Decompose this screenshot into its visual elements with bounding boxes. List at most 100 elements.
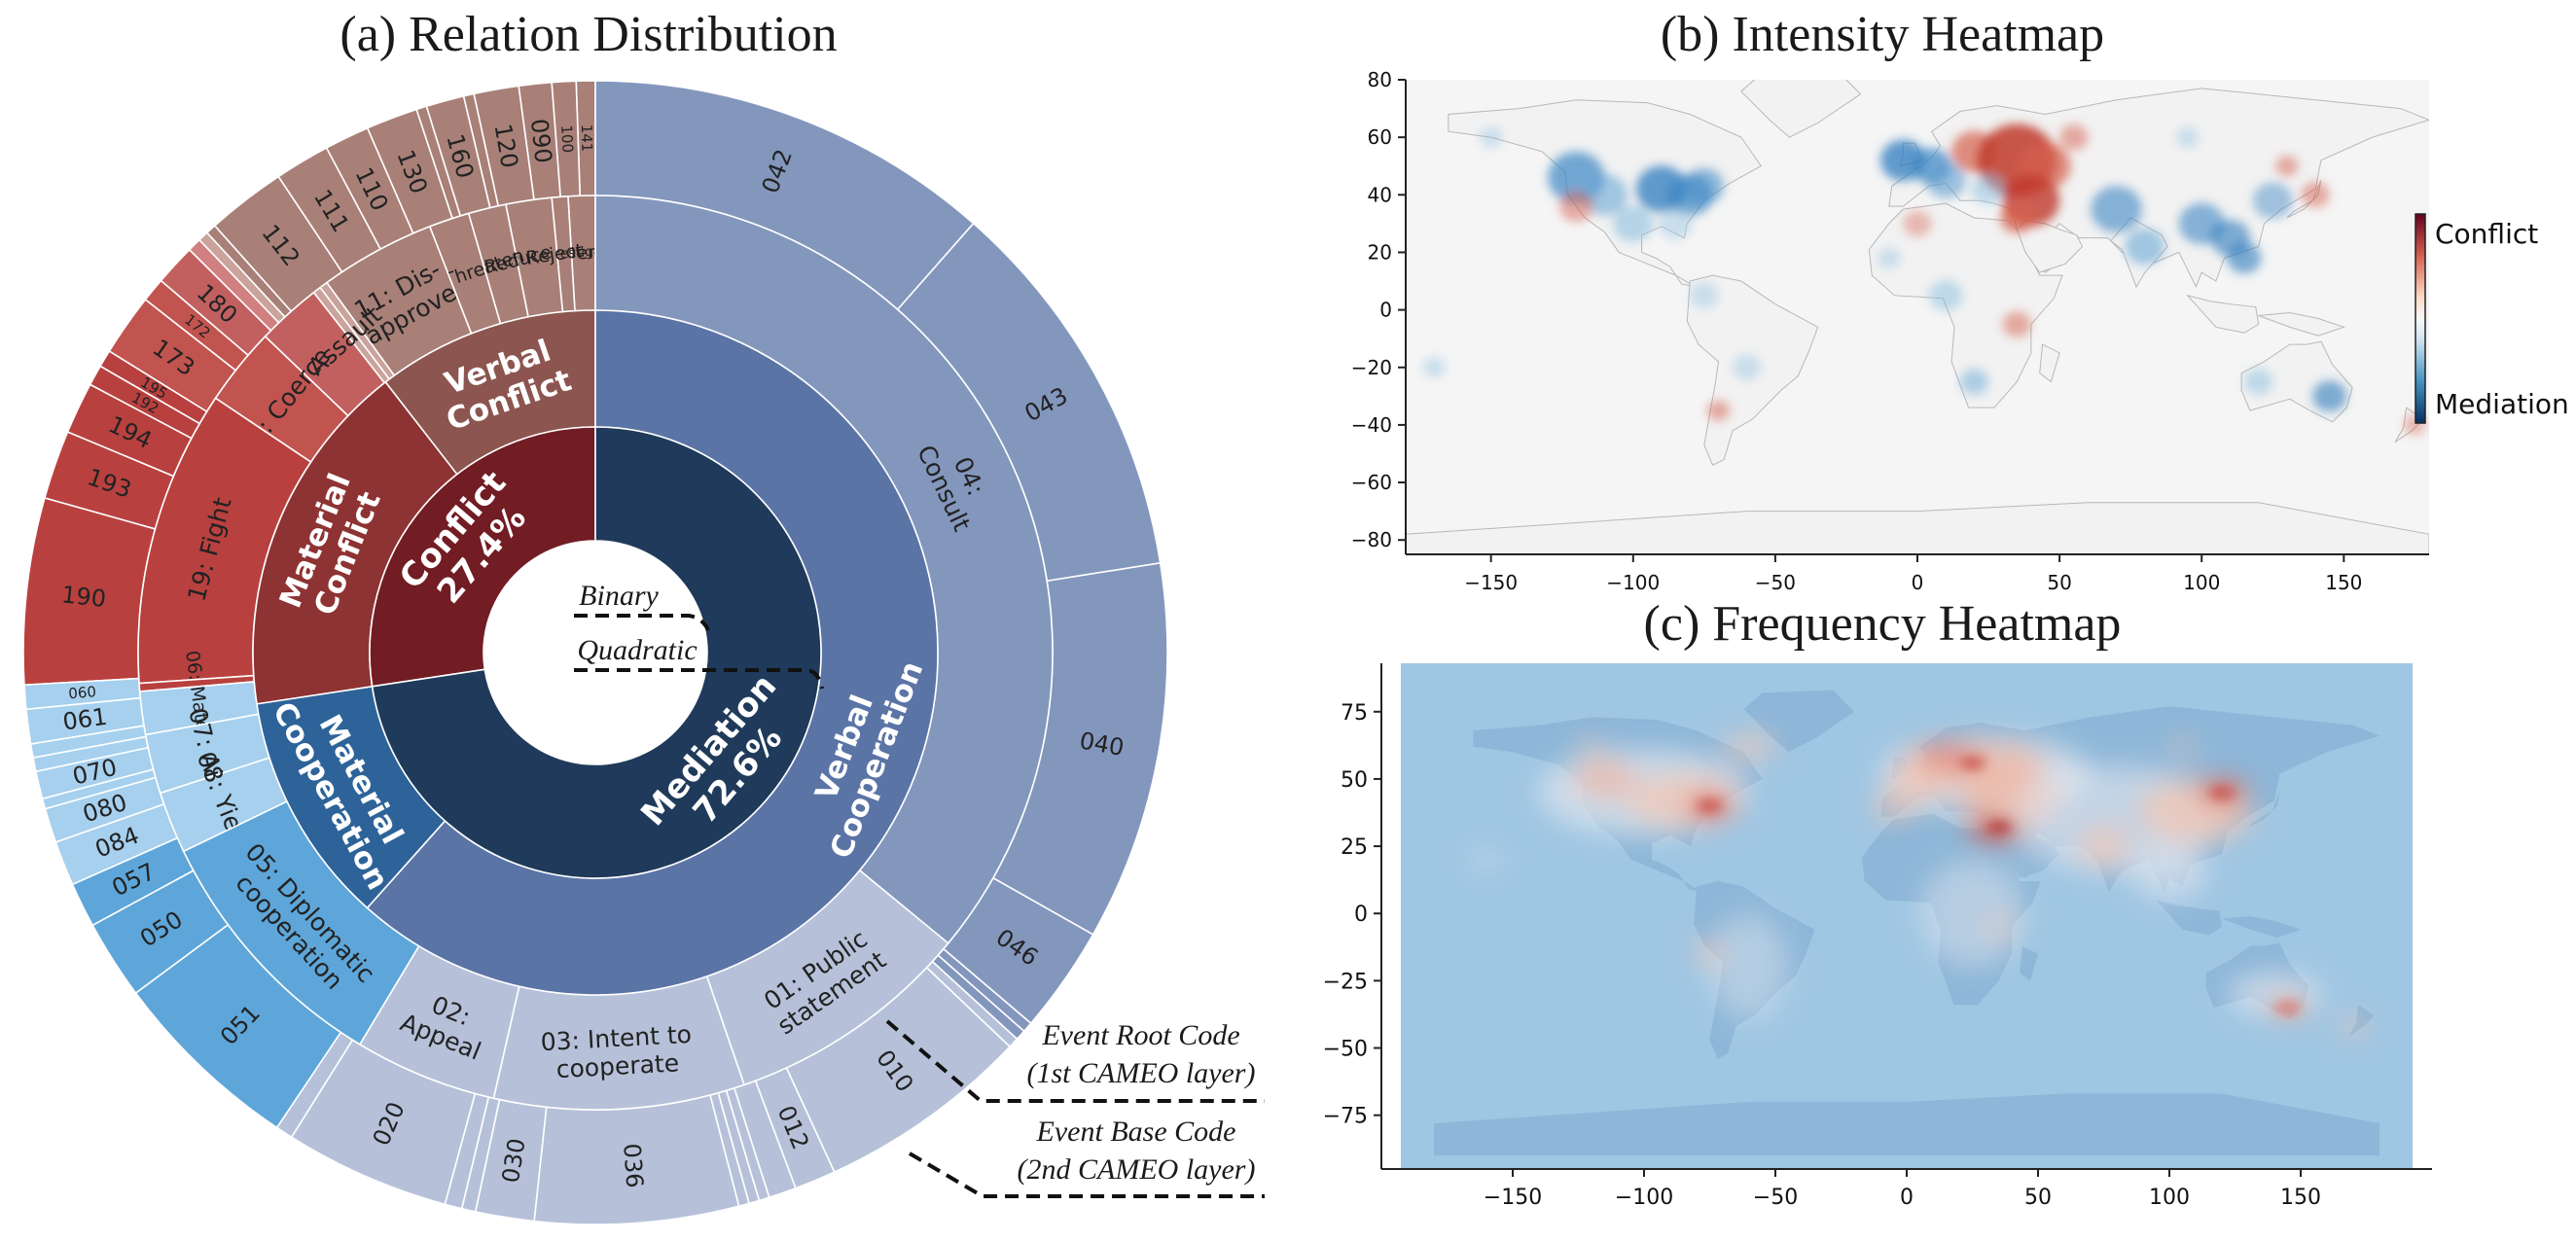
- density-blob: [2077, 824, 2130, 869]
- land-shape: [1743, 690, 1854, 753]
- intensity-blob: [2301, 181, 2330, 208]
- density-blob: [1983, 913, 2015, 940]
- y-tick-label: 0: [1379, 299, 1392, 322]
- density-blob: [1694, 938, 1726, 971]
- base-code-label: 061: [61, 703, 109, 736]
- intensity-blob: [2275, 156, 2299, 177]
- x-tick-label: −100: [1615, 1186, 1673, 1210]
- density-blob: [1575, 738, 1608, 756]
- y-tick-label: −50: [1323, 1038, 1368, 1062]
- binary-leader: [574, 614, 710, 631]
- land-shape: [2222, 916, 2301, 939]
- y-tick-label: −60: [1351, 471, 1392, 494]
- y-tick-label: 25: [1341, 835, 1368, 860]
- base-code-label: 036: [618, 1143, 648, 1189]
- root-code-annotation-sub: (1st CAMEO layer): [1027, 1057, 1256, 1089]
- country-outline: [1406, 502, 2429, 554]
- colorbar-top-label: Conflict: [2435, 218, 2538, 250]
- intensity-blob: [1659, 207, 1694, 239]
- x-tick-label: −150: [1484, 1186, 1542, 1210]
- quadratic-leader: [574, 668, 824, 690]
- intensity-blob: [2312, 380, 2347, 412]
- y-tick-label: 80: [1368, 68, 1392, 91]
- density-blob: [1872, 790, 1915, 823]
- density-blob: [1709, 913, 1789, 1021]
- intensity-blob: [2227, 242, 2262, 274]
- y-tick-label: 60: [1368, 125, 1392, 149]
- quadratic-annotation: Quadratic: [577, 634, 697, 666]
- density-blob: [2166, 738, 2199, 756]
- intensity-heatmap: −150 −100 −50 0 50 100 150 80 60 40 20 0 −20 −40 −60 −8…: [1351, 68, 2569, 593]
- y-tick-label: 20: [1368, 240, 1392, 264]
- base-code-label: 060: [68, 683, 97, 702]
- intensity-blob: [1690, 282, 1719, 309]
- binary-annotation: Binary: [579, 580, 659, 612]
- intensity-blob: [1959, 369, 1989, 395]
- density-blob: [1919, 859, 2025, 968]
- base-code-annotation: Event Base Code: [1036, 1116, 1236, 1148]
- y-tick-label: 50: [1341, 768, 1368, 793]
- x-tick-label: −100: [1606, 571, 1660, 593]
- density-blob: [2132, 846, 2206, 901]
- sunburst-chart: 1411000901201601301101111121801721731951…: [22, 80, 1265, 1225]
- y-tick-label: −75: [1323, 1105, 1368, 1129]
- density-hotspot: [2208, 785, 2236, 799]
- intensity-blob: [1684, 167, 1725, 205]
- intensity-blob: [1706, 400, 1731, 421]
- y-tick-label: −40: [1351, 413, 1392, 437]
- y-tick-label: 0: [1354, 903, 1368, 927]
- x-tick-label: 0: [1912, 571, 1924, 593]
- root-code-leader: [885, 1019, 1265, 1103]
- intensity-blob: [1613, 205, 1654, 242]
- base-code-annotation-sub: (2nd CAMEO layer): [1018, 1153, 1256, 1186]
- x-tick-label: 150: [2280, 1186, 2321, 1210]
- intensity-blob: [2059, 124, 2089, 151]
- x-tick-label: 100: [2183, 571, 2220, 593]
- intensity-blob: [1971, 173, 2006, 205]
- intensity-blob: [1928, 279, 1963, 311]
- country-outline: [1740, 80, 1862, 138]
- base-code-ring: 1411000901201601301101111121801721731951…: [22, 80, 1168, 1225]
- base-code-label: 141: [578, 124, 595, 153]
- density-blob: [1723, 732, 1775, 761]
- intensity-blob: [2125, 228, 2165, 266]
- panel-b-title: (b) Intensity Heatmap: [1660, 7, 2105, 62]
- country-outline: [2186, 294, 2260, 334]
- panel-c-title: (c) Frequency Heatmap: [1643, 596, 2122, 652]
- density-blob: [2337, 1018, 2370, 1035]
- density-hotspot: [1985, 820, 2013, 834]
- base-code-label: 100: [557, 124, 577, 154]
- country-outline: [2286, 180, 2322, 219]
- land-shape: [1434, 1093, 2379, 1156]
- density-blob: [1470, 851, 1503, 869]
- x-tick-label: 100: [2149, 1186, 2190, 1210]
- colorbar: [2415, 213, 2426, 424]
- intensity-blob: [2002, 311, 2031, 337]
- density-hotspot: [2273, 1001, 2302, 1015]
- intensity-blob: [1733, 354, 1762, 381]
- intensity-blob: [1903, 210, 1932, 237]
- panel-a-title: (a) Relation Distribution: [340, 7, 838, 62]
- frequency-heatmap: −150 −100 −50 0 50 100 150 75 50 25 0 −25 −50 −75: [1323, 663, 2432, 1210]
- x-tick-label: 50: [2024, 1186, 2052, 1210]
- base-code-label: 190: [60, 581, 108, 613]
- intensity-blob: [1878, 247, 1901, 269]
- intensity-blob: [2244, 369, 2273, 395]
- colorbar-bottom-label: Mediation: [2435, 388, 2569, 420]
- intensity-blob: [2091, 186, 2142, 233]
- x-tick-label: −50: [1755, 571, 1796, 593]
- land-shape: [2020, 945, 2038, 981]
- y-tick-label: 75: [1341, 701, 1368, 726]
- y-tick-label: −25: [1323, 970, 1368, 994]
- center-hole: [483, 541, 707, 764]
- intensity-blob: [1999, 201, 2034, 233]
- intensity-blob: [2175, 126, 2200, 148]
- density-blob: [1573, 760, 1636, 798]
- intensity-blob: [2252, 182, 2293, 219]
- land-shape: [2156, 900, 2222, 936]
- y-tick-label: 40: [1368, 183, 1392, 206]
- intensity-blob: [1479, 126, 1503, 148]
- x-tick-label: −50: [1753, 1186, 1798, 1210]
- country-outline: [2258, 312, 2345, 337]
